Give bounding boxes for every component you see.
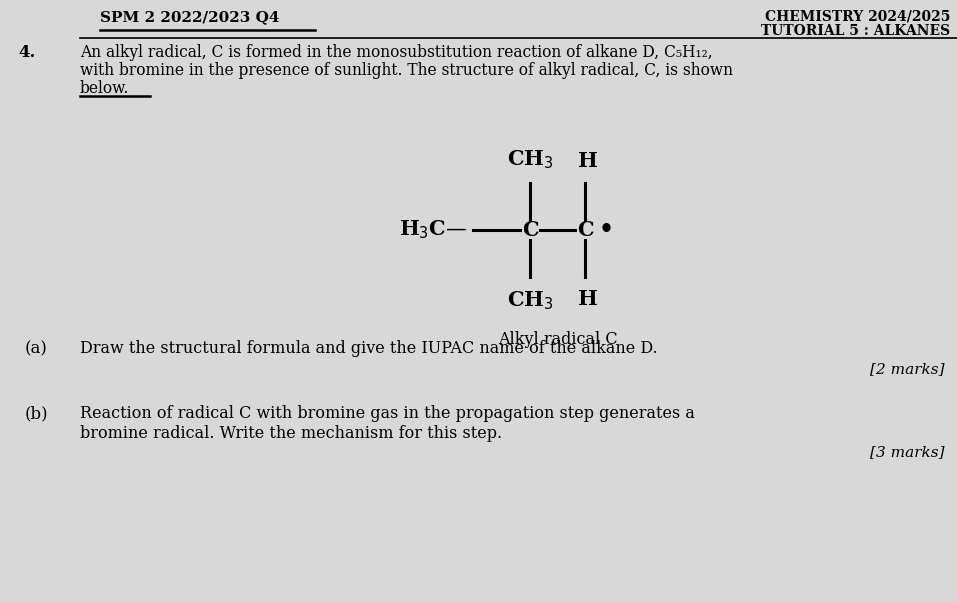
Text: bromine radical. Write the mechanism for this step.: bromine radical. Write the mechanism for… <box>80 425 502 442</box>
Text: TUTORIAL 5 : ALKANES: TUTORIAL 5 : ALKANES <box>761 24 950 38</box>
Text: H$_3$C—: H$_3$C— <box>399 219 467 241</box>
Text: SPM 2 2022/2023 Q4: SPM 2 2022/2023 Q4 <box>100 10 279 24</box>
Text: 4.: 4. <box>18 44 35 61</box>
Text: (a): (a) <box>25 340 48 357</box>
Text: below.: below. <box>80 80 129 97</box>
Text: with bromine in the presence of sunlight. The structure of alkyl radical, C, is : with bromine in the presence of sunlight… <box>80 62 733 79</box>
Text: CHEMISTRY 2024/2025: CHEMISTRY 2024/2025 <box>765 10 950 24</box>
Text: [3 marks]: [3 marks] <box>870 445 945 459</box>
Text: H: H <box>578 151 598 171</box>
Text: Alkyl radical C: Alkyl radical C <box>498 331 617 348</box>
Text: •: • <box>599 217 614 241</box>
Text: C: C <box>577 220 593 240</box>
Text: C: C <box>522 220 539 240</box>
Text: (b): (b) <box>25 405 49 422</box>
Text: H: H <box>578 289 598 309</box>
Text: Reaction of radical C with bromine gas in the propagation step generates a: Reaction of radical C with bromine gas i… <box>80 405 695 422</box>
Text: [2 marks]: [2 marks] <box>870 362 945 376</box>
Text: An alkyl radical, C is formed in the monosubstitution reaction of alkane D, C₅H₁: An alkyl radical, C is formed in the mon… <box>80 44 713 61</box>
Text: CH$_3$: CH$_3$ <box>506 149 553 171</box>
Text: CH$_3$: CH$_3$ <box>506 289 553 312</box>
Text: Draw the structural formula and give the IUPAC name of the alkane D.: Draw the structural formula and give the… <box>80 340 657 357</box>
